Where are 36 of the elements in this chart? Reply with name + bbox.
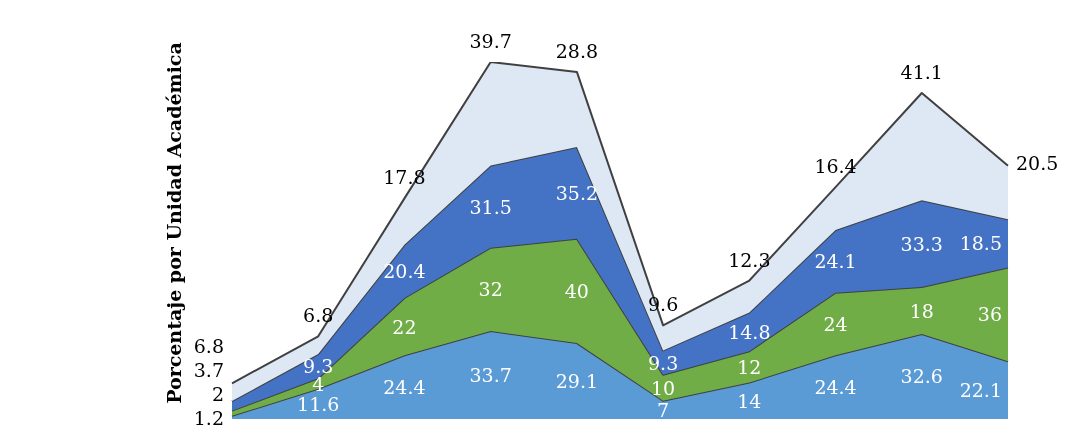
data-label: 24.1 xyxy=(814,250,857,273)
data-label: 24 xyxy=(823,313,848,336)
data-label: 20.5 xyxy=(1016,151,1059,174)
data-label: 39.7 xyxy=(469,30,512,52)
data-label: 11.6 xyxy=(297,392,340,415)
data-label: 33.3 xyxy=(900,232,943,255)
data-label: 16.4 xyxy=(814,155,857,178)
data-label: 14.8 xyxy=(728,320,771,343)
data-label: 18 xyxy=(909,299,934,322)
data-label: 36 xyxy=(977,303,1002,326)
data-label: 1.2 xyxy=(193,407,224,429)
data-label: 20.4 xyxy=(383,260,426,283)
data-label: 24.4 xyxy=(383,376,426,399)
data-label: 32 xyxy=(478,278,503,301)
data-label: 31.5 xyxy=(469,195,512,218)
data-label: 2 xyxy=(211,383,224,405)
data-label: 29.1 xyxy=(555,370,599,393)
y-axis-title: Porcentaje por Unidad Académica xyxy=(163,42,185,404)
data-label: 14 xyxy=(737,389,762,412)
data-label: 12.3 xyxy=(728,248,771,271)
data-label: 28.8 xyxy=(555,39,599,62)
data-label: 33.7 xyxy=(469,364,512,387)
data-label: 32.6 xyxy=(900,365,943,388)
data-label: 18.5 xyxy=(959,232,1002,255)
data-label: 12 xyxy=(737,355,762,378)
data-label: 41.1 xyxy=(900,61,943,84)
data-label: 10 xyxy=(651,376,676,399)
data-label: 3.7 xyxy=(193,359,224,381)
data-label: 7 xyxy=(657,398,670,421)
data-label: 22 xyxy=(392,315,417,338)
data-label: 24.4 xyxy=(814,376,857,399)
data-label: 35.2 xyxy=(555,181,599,204)
data-label: 6.8 xyxy=(193,335,224,357)
data-label: 22.1 xyxy=(959,379,1002,402)
data-label: 40 xyxy=(564,279,589,302)
data-label: 6.8 xyxy=(303,304,334,327)
